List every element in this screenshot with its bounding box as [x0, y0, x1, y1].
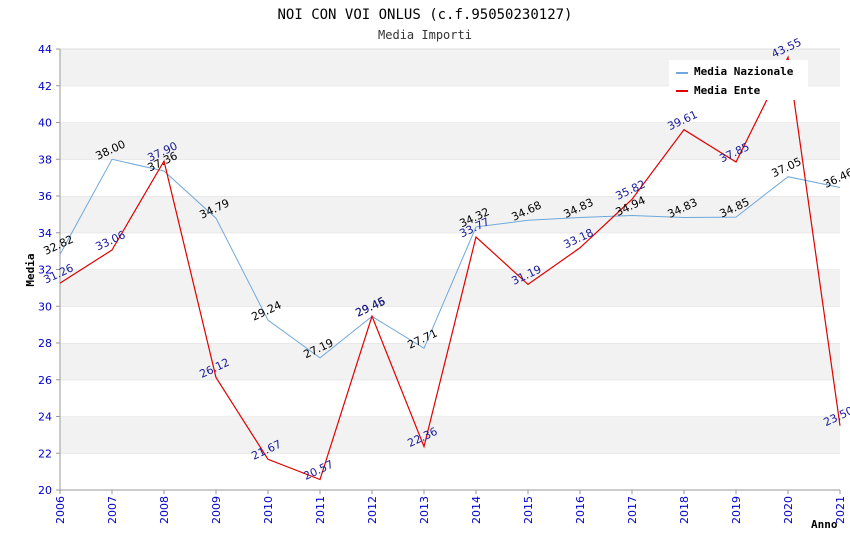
- x-tick-label: 2019: [730, 496, 743, 524]
- series-line-media-ente: [59, 55, 841, 481]
- x-tick-label: 2008: [158, 496, 171, 524]
- legend: Media Nazionale Media Ente: [669, 60, 808, 100]
- x-tick-label: 2021: [834, 496, 847, 524]
- legend-label-media-nazionale: Media Nazionale: [694, 65, 794, 78]
- grid-band: [60, 232, 840, 270]
- grid-band: [60, 453, 840, 490]
- x-tick-label: 2012: [366, 496, 379, 524]
- y-tick-label: 40: [38, 117, 52, 130]
- x-axis-label: Anno: [811, 518, 838, 531]
- y-tick-label: 26: [38, 374, 52, 387]
- y-tick-label: 28: [38, 337, 52, 350]
- series-line-media-nazionale: [59, 158, 841, 359]
- x-tick-label: 2010: [262, 496, 275, 524]
- grid-band: [60, 159, 840, 196]
- legend-label-media-ente: Media Ente: [694, 84, 761, 97]
- x-tick-label: 2006: [54, 496, 67, 524]
- x-tick-label: 2009: [210, 496, 223, 524]
- grid-band: [60, 416, 840, 454]
- y-tick-label: 30: [38, 300, 52, 313]
- x-tick-label: 2014: [470, 496, 483, 524]
- y-tick-label: 20: [38, 484, 52, 497]
- y-tick-label: 36: [38, 190, 52, 203]
- x-tick-label: 2013: [418, 496, 431, 524]
- x-tick-label: 2020: [782, 496, 795, 524]
- x-tick-label: 2018: [678, 496, 691, 524]
- y-tick-label: 38: [38, 153, 52, 166]
- grid-band: [60, 343, 840, 380]
- x-tick-label: 2017: [626, 496, 639, 524]
- y-axis-label: Media: [24, 253, 37, 286]
- y-tick-label: 22: [38, 447, 52, 460]
- chart-subtitle: Media Importi: [378, 28, 472, 42]
- x-tick-label: 2015: [522, 496, 535, 524]
- grid-band: [60, 122, 840, 160]
- y-tick-label: 34: [38, 227, 52, 240]
- grid-band: [60, 379, 840, 417]
- x-tick-label: 2016: [574, 496, 587, 524]
- grid-band: [60, 196, 840, 233]
- x-tick-label: 2007: [106, 496, 119, 524]
- y-tick-label: 44: [38, 43, 52, 56]
- chart-title: NOI CON VOI ONLUS (c.f.95050230127): [277, 7, 572, 23]
- legend-box: [669, 60, 808, 100]
- y-tick-label: 32: [38, 264, 52, 277]
- y-tick-label: 42: [38, 80, 52, 93]
- grid-band: [60, 306, 840, 343]
- x-tick-label: 2011: [314, 496, 327, 524]
- y-tick-label: 24: [38, 411, 52, 424]
